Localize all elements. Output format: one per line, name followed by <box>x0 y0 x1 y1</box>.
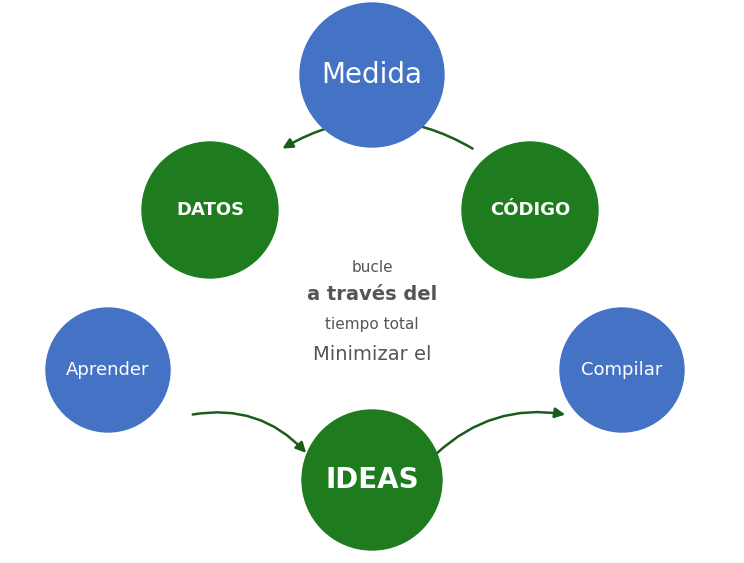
Ellipse shape <box>302 410 442 550</box>
Text: Aprender: Aprender <box>66 361 150 379</box>
Ellipse shape <box>462 142 598 278</box>
Text: tiempo total: tiempo total <box>325 318 419 333</box>
Ellipse shape <box>300 3 444 147</box>
Ellipse shape <box>46 308 170 432</box>
FancyArrowPatch shape <box>437 409 562 453</box>
Text: DATOS: DATOS <box>176 201 244 219</box>
Text: a través del: a través del <box>307 285 437 305</box>
FancyArrowPatch shape <box>193 412 304 451</box>
Text: bucle: bucle <box>351 261 393 275</box>
Text: Compilar: Compilar <box>581 361 663 379</box>
Text: Medida: Medida <box>321 61 423 89</box>
Text: IDEAS: IDEAS <box>325 466 419 494</box>
FancyArrowPatch shape <box>285 120 472 149</box>
Text: Minimizar el: Minimizar el <box>312 346 432 364</box>
Ellipse shape <box>142 142 278 278</box>
Text: CÓDIGO: CÓDIGO <box>490 201 570 219</box>
Ellipse shape <box>560 308 684 432</box>
